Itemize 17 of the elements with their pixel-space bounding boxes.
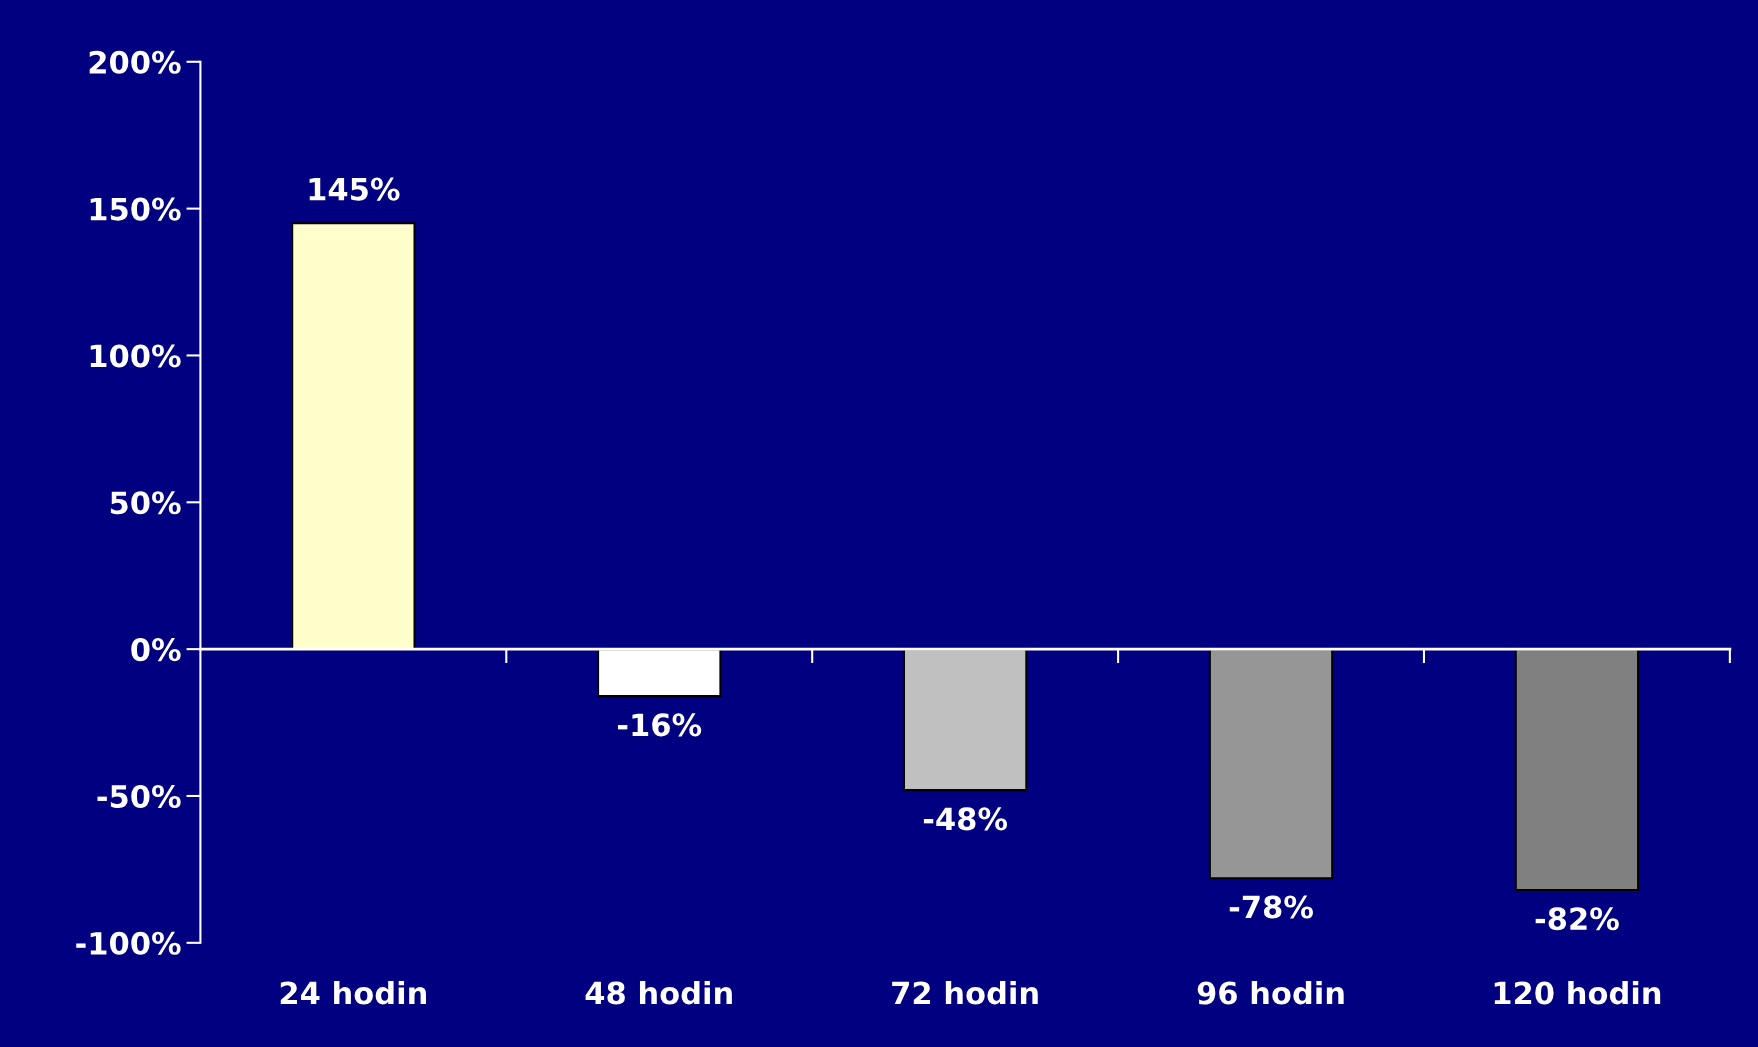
y-tick-label: -100% [76, 931, 181, 955]
y-tick-label: 150% [90, 197, 181, 221]
data-label: -78% [1229, 895, 1313, 919]
y-tick-label: 0% [131, 638, 181, 662]
y-tick-label: -50% [97, 784, 181, 809]
x-tick-label: 48 hodin [585, 980, 732, 1005]
y-tick-label: 50% [110, 491, 181, 515]
data-label: 145% [309, 177, 400, 201]
data-label: -16% [618, 713, 702, 737]
y-tick-label: 200% [89, 50, 181, 74]
x-tick-label: 24 hodin [280, 980, 426, 1005]
y-tick-label: 100% [90, 344, 181, 368]
x-tick-label: 72 hodin [892, 980, 1038, 1005]
data-label: -82% [1535, 907, 1619, 931]
data-label: -48% [923, 807, 1008, 831]
x-tick-label: 120 hodin [1494, 980, 1661, 1005]
x-tick-label: 96 hodin [1197, 980, 1344, 1005]
